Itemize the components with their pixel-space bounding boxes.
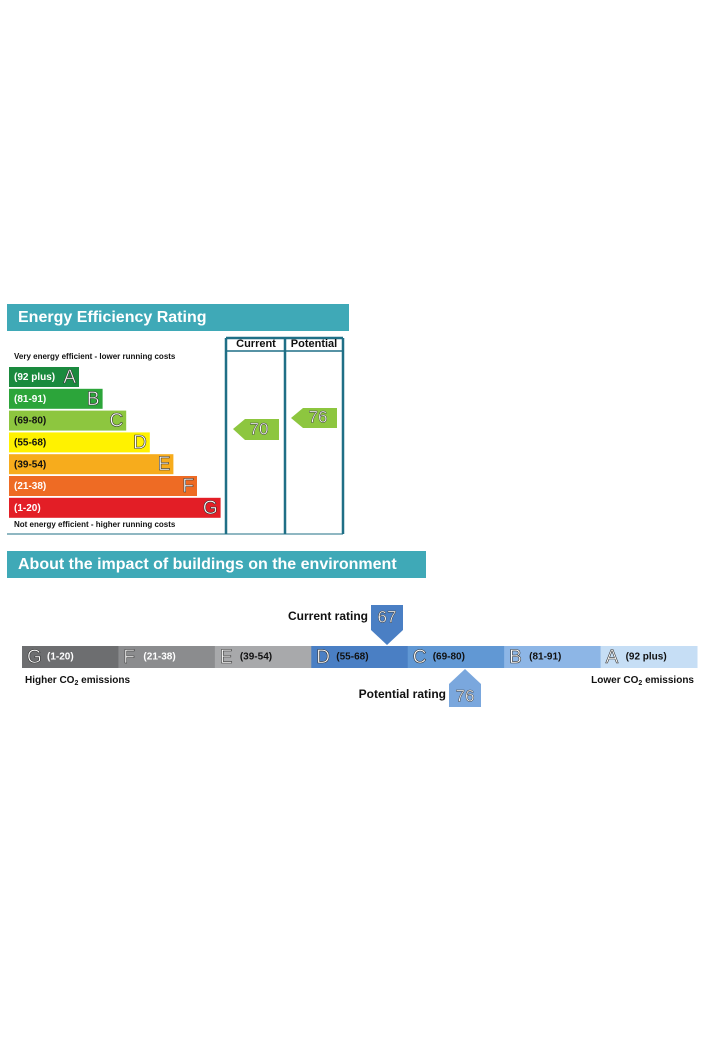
top-note: Very energy efficient - lower running co… xyxy=(14,352,176,361)
band xyxy=(504,646,602,668)
left-note: Higher CO2 emissions xyxy=(25,675,130,687)
band-letter: E xyxy=(220,647,233,668)
band xyxy=(214,646,312,668)
band-range: (81-91) xyxy=(529,652,561,663)
band-letter: B xyxy=(509,647,522,668)
band-range: (21-38) xyxy=(143,652,175,663)
potential-value: 76 xyxy=(456,686,475,705)
current-value: 70 xyxy=(250,419,269,438)
band-letter: F xyxy=(123,647,135,668)
right-note: Lower CO2 emissions xyxy=(591,675,694,687)
band xyxy=(311,646,409,668)
band-letter: G xyxy=(203,498,218,519)
band-letter: B xyxy=(87,389,100,410)
note-sub: 2 xyxy=(74,680,78,687)
band-letter: G xyxy=(27,647,42,668)
band xyxy=(9,454,174,475)
column-header: Current xyxy=(236,338,276,350)
note-text: Higher CO xyxy=(25,675,75,686)
header-bar xyxy=(7,551,426,578)
band-range: (21-38) xyxy=(14,481,46,492)
column-frame xyxy=(7,336,345,535)
band-range: (92 plus) xyxy=(14,372,55,383)
band-letter: D xyxy=(316,647,330,668)
band-range: (69-80) xyxy=(433,652,465,663)
note-text: Lower CO xyxy=(591,675,638,686)
band-range: (39-54) xyxy=(14,459,46,470)
band xyxy=(9,432,150,453)
note-text: emissions xyxy=(78,675,130,686)
note-sub: 2 xyxy=(638,680,642,687)
potential-marker xyxy=(449,669,481,707)
band-letter: F xyxy=(182,476,194,497)
band-letter: A xyxy=(63,367,76,388)
band-range: (81-91) xyxy=(14,394,46,405)
band-letter: A xyxy=(606,647,619,668)
potential-label: Potential rating xyxy=(359,687,446,701)
band-letter: E xyxy=(158,454,171,475)
band-range: (69-80) xyxy=(14,416,46,427)
band-letter: D xyxy=(133,432,147,453)
efficiency-title: Energy Efficiency Rating xyxy=(18,309,207,326)
band xyxy=(22,646,119,668)
current-label: Current rating xyxy=(288,609,368,623)
potential-arrow xyxy=(291,408,337,428)
band xyxy=(118,646,216,668)
band xyxy=(9,388,103,409)
current-value: 67 xyxy=(378,607,397,626)
band-letter: C xyxy=(109,411,123,432)
note-text: emissions xyxy=(642,675,694,686)
header-bar xyxy=(7,304,349,331)
band-range: (92 plus) xyxy=(626,652,667,663)
band-range: (1-20) xyxy=(14,503,41,514)
band xyxy=(9,497,221,518)
band-range: (55-68) xyxy=(336,652,368,663)
column-header: Potential xyxy=(291,338,337,350)
band-range: (39-54) xyxy=(240,652,272,663)
environment-title: About the impact of buildings on the env… xyxy=(18,556,397,573)
band xyxy=(600,646,698,668)
band xyxy=(9,476,197,496)
band-range: (1-20) xyxy=(47,652,74,663)
current-marker xyxy=(371,605,403,645)
band-letter: C xyxy=(413,647,427,668)
band xyxy=(9,367,79,387)
band-range: (55-68) xyxy=(14,438,46,449)
potential-value: 76 xyxy=(309,407,328,426)
band xyxy=(407,646,505,668)
bottom-note: Not energy efficient - higher running co… xyxy=(14,520,176,529)
efficiency-bands: (92 plus) A (81-91) B (69-80) C (55-68) D (39-54… xyxy=(9,367,221,519)
current-arrow xyxy=(233,419,279,440)
environment-bands: G (1-20) F (21-38) E (39-54) D (55-68) C (69-80) B… xyxy=(22,646,698,668)
band xyxy=(9,410,127,431)
